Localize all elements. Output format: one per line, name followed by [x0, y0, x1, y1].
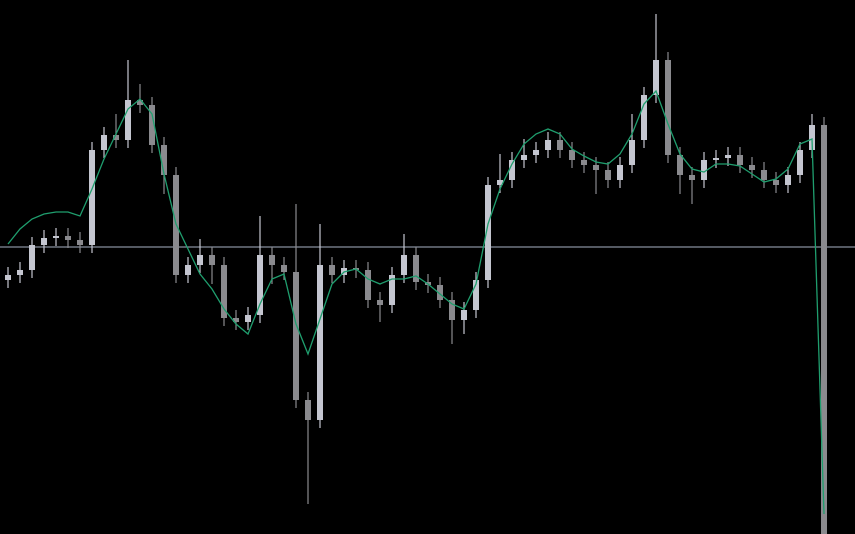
candle-body	[53, 236, 59, 238]
candle-body	[773, 180, 779, 185]
candle-body	[641, 95, 647, 140]
candle-body	[809, 125, 815, 150]
candle-body	[821, 125, 827, 534]
candle-body	[41, 238, 47, 245]
candle-body	[617, 165, 623, 180]
candle-body	[17, 270, 23, 275]
candle-body	[533, 150, 539, 155]
candle-body	[161, 145, 167, 175]
candle-body	[125, 100, 131, 140]
candle-body	[557, 140, 563, 150]
candle-body	[725, 155, 731, 158]
candle-body	[449, 300, 455, 320]
candle-body	[257, 255, 263, 315]
candle-body	[245, 315, 251, 322]
candle-body	[737, 155, 743, 165]
candle-body	[293, 272, 299, 400]
candle-body	[185, 265, 191, 275]
candle-body	[713, 158, 719, 160]
candle-body	[629, 140, 635, 165]
candle-body	[77, 240, 83, 245]
candle-body	[269, 255, 275, 265]
candle-body	[521, 155, 527, 160]
candle-body	[581, 160, 587, 165]
candle-body	[29, 245, 35, 270]
candle-body	[209, 255, 215, 265]
candle-body	[665, 60, 671, 155]
candle-body	[485, 185, 491, 280]
moving-average-line	[7, 89, 825, 515]
candle-body	[677, 155, 683, 175]
candle-body	[233, 318, 239, 322]
candle-body	[281, 265, 287, 272]
candle-body	[389, 275, 395, 305]
candle-body	[137, 100, 143, 105]
candle-body	[413, 255, 419, 282]
candle-body	[569, 150, 575, 160]
candle-body	[797, 150, 803, 175]
candle-body	[701, 160, 707, 180]
candle-body	[473, 280, 479, 310]
candle-body	[749, 165, 755, 170]
candle-body	[197, 255, 203, 265]
candle-body	[221, 265, 227, 318]
candle-body	[593, 165, 599, 170]
candle-body	[497, 180, 503, 185]
candle-body	[377, 300, 383, 305]
candle-body	[653, 60, 659, 95]
candle-body	[149, 105, 155, 145]
candle-body	[437, 285, 443, 300]
candle-body	[689, 175, 695, 180]
candle-body	[761, 170, 767, 180]
candle-body	[461, 310, 467, 320]
candle-body	[89, 150, 95, 245]
candle-body	[317, 265, 323, 420]
candle-body	[545, 140, 551, 150]
candle-body	[101, 135, 107, 150]
candle-body	[365, 270, 371, 300]
candle-body	[305, 400, 311, 420]
candle-body	[5, 275, 11, 280]
candle-body	[113, 135, 119, 140]
candle-body	[329, 265, 335, 275]
candle-body	[509, 160, 515, 180]
candle-body	[401, 255, 407, 275]
candle-body	[65, 236, 71, 240]
candle-body	[785, 175, 791, 185]
candle-body	[605, 170, 611, 180]
